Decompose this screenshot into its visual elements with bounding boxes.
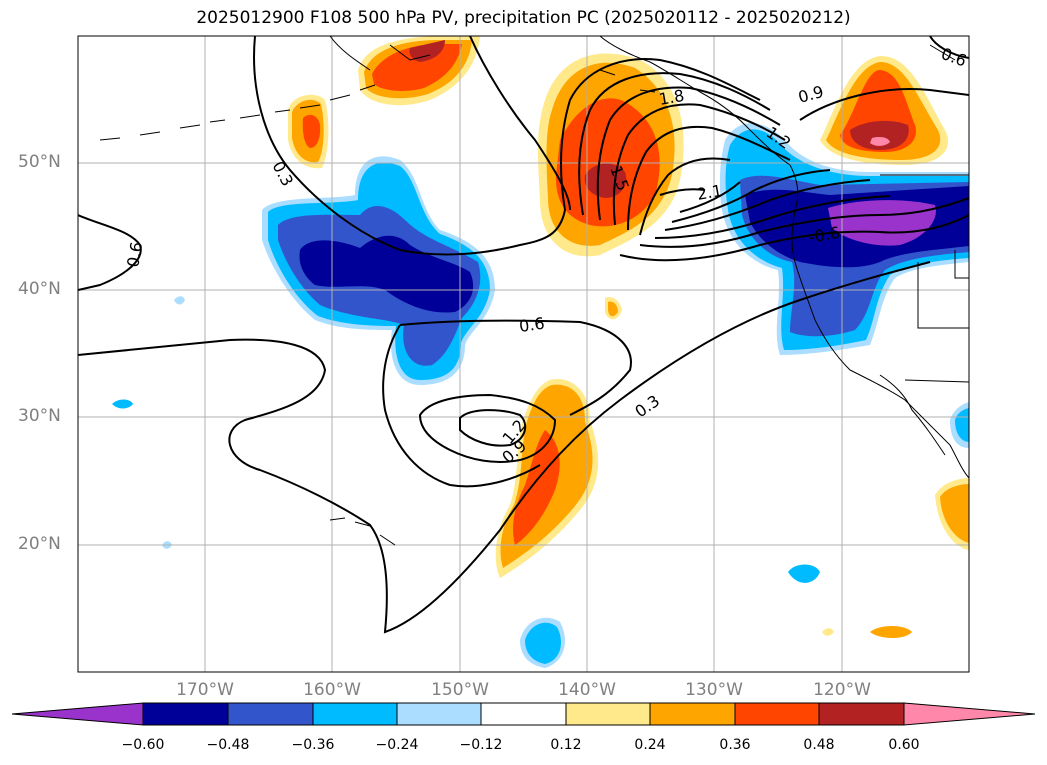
colorbar-segment [734,702,820,726]
lon-label: 170°W [176,680,234,700]
pv-contour [578,72,771,216]
pv-contour [639,157,731,236]
colorbar-segment [396,702,482,726]
cold-blob-tiny [788,564,820,583]
warm-blob-bering [372,44,462,91]
warm-blob-aleutian [302,114,321,148]
lat-label: 40°N [18,279,61,299]
contour-label: 2.1 [695,181,723,204]
warm-blob-small [608,301,618,317]
lon-label: 130°W [685,680,743,700]
coast-north-america [789,164,969,479]
colorbar-tick-label: 0.24 [634,737,666,753]
cold-blob-tiny [112,399,133,409]
coastlines [99,36,969,546]
coast-bering [329,36,431,71]
coast-islands [329,44,956,546]
pv-contour [619,214,969,262]
graticule [78,36,969,672]
cold-blob-tiny [174,296,185,305]
colorbar-segment [11,702,144,726]
lat-label: 20°N [18,534,61,554]
pv-contour [929,36,969,59]
pv-contour [654,195,891,239]
colorbar-segment [480,702,567,726]
contour-label: 0.9 [796,82,826,107]
colorbar-segment [818,702,905,726]
pv-contour [469,36,571,211]
warm-blob-northeast [870,137,890,146]
colorbar-tick-label: 0.48 [803,737,835,753]
colorbar [11,702,1036,726]
warm-band-subtropical [513,430,560,545]
pv-contour [627,125,791,231]
colorbar-tick-label: −0.12 [459,737,503,753]
lon-label: 120°W [813,680,871,700]
warm-blob-tiny [870,626,912,638]
pv-contour [399,319,632,416]
pv-contour [78,261,931,634]
colorbar-tick-label: −0.48 [206,737,250,753]
colorbar-tick-label: −0.36 [291,737,335,753]
pv-contour [78,214,142,291]
warm-blob-southeast [940,484,969,543]
pv-contour [418,393,557,463]
lat-label: 50°N [18,152,61,172]
warm-blob-bering [409,40,445,62]
pv-contour [612,103,786,226]
lon-label: 150°W [431,680,489,700]
colorbar-segment [227,702,314,726]
pv-contours [78,36,969,634]
pv-contour [799,88,969,121]
pv-contour [459,409,527,447]
colorbar-segment [312,702,398,726]
pv-contour [253,36,566,256]
warm-blob-northeast [850,120,909,150]
pv-contour [679,181,741,213]
colorbar-segment [649,702,736,726]
colorbar-segment [565,702,651,726]
warm-blob-gulf-alaska [555,98,660,227]
pv-contour [664,179,871,231]
contour-label: 1.8 [657,86,685,109]
map-title: 2025012900 F108 500 hPa PV, precipitatio… [196,8,851,28]
lon-label: 160°W [303,680,361,700]
cold-region-northeast [828,200,936,246]
pv-contour [659,188,706,196]
plot-frame [77,35,970,673]
colorbar-segment [903,702,1036,726]
colorbar-tick-label: 0.12 [550,737,582,753]
lon-label: 140°W [558,680,616,700]
coast-alaska [599,36,791,166]
pv-contour [596,86,781,221]
colorbar-tick-label: 0.36 [719,737,751,753]
lat-label: 30°N [18,406,61,426]
coast-us-border [880,174,969,383]
contour-label: 0.6 [518,314,546,336]
coast-baja [879,374,946,456]
cold-blob-central-pacific [299,235,474,313]
warm-blob-tiny [822,628,834,636]
filled-precip-anomalies [112,36,969,668]
pv-contour [560,58,761,211]
pv-contour [671,169,831,223]
pv-contour [639,197,969,248]
pv-contour [382,324,541,488]
colorbar-tick-label: −0.24 [375,737,419,753]
coast-aleutians [99,84,376,141]
colorbar-tick-label: 0.60 [888,737,920,753]
contour-label: 0.6 [939,44,969,71]
cold-blob-south [525,622,561,664]
contour-label: 0.6 [123,240,146,268]
colorbar-tick-label: −0.60 [121,737,165,753]
colorbar-segment [142,702,229,726]
